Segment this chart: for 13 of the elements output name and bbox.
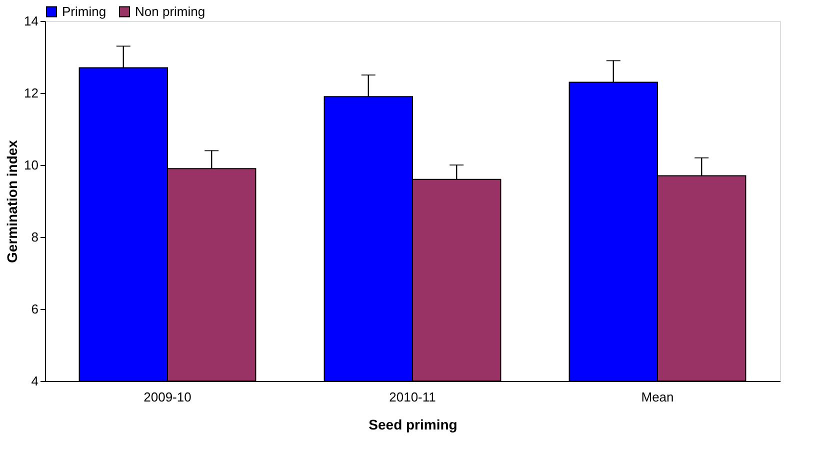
legend-label: Non priming	[135, 4, 206, 19]
y-tick-label: 14	[24, 14, 38, 28]
y-tick-label: 12	[24, 86, 38, 100]
x-tick-label: 2009-10	[144, 390, 192, 404]
y-tick-label: 10	[24, 158, 38, 172]
x-tick-label: 2010-11	[389, 390, 436, 404]
legend-label: Priming	[62, 4, 106, 19]
x-tick-label: Mean	[641, 390, 674, 404]
y-axis-title: Germination index	[4, 140, 20, 263]
x-axis-title: Seed priming	[368, 416, 458, 432]
y-tick-label: 4	[31, 374, 38, 388]
y-tick-label: 8	[31, 230, 38, 244]
y-tick-label: 6	[31, 302, 38, 316]
